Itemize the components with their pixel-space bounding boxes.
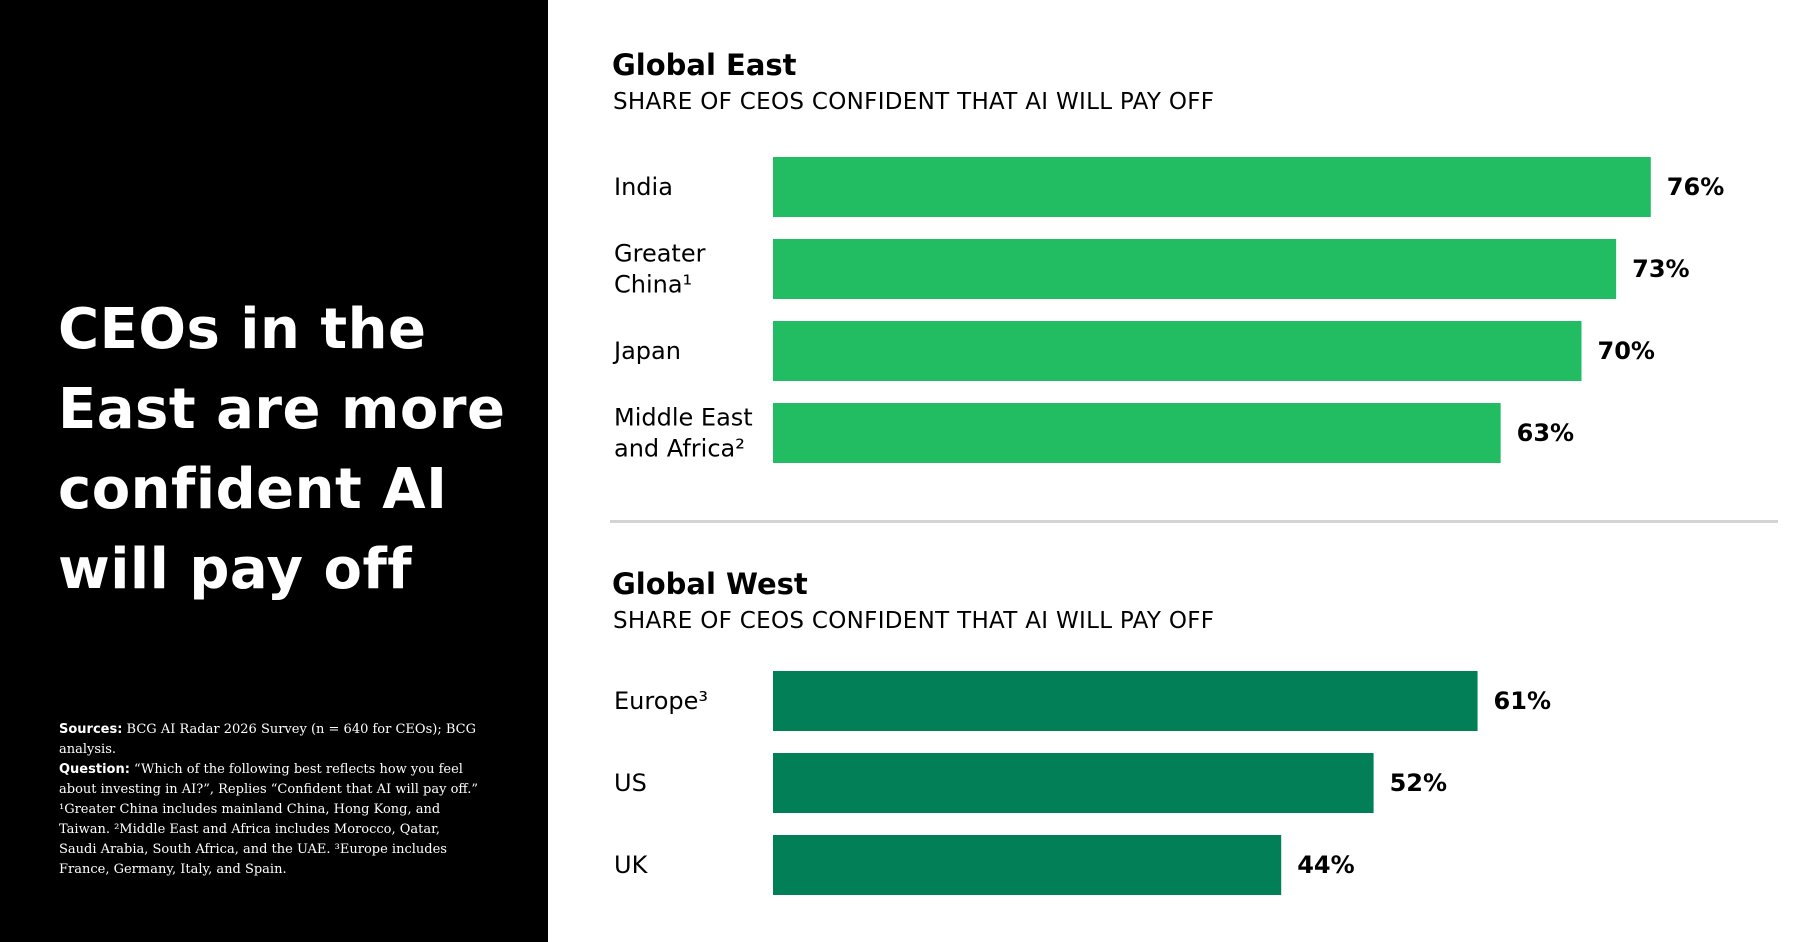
data-label: 73% [1632, 255, 1689, 283]
data-label: 63% [1517, 419, 1574, 447]
category-label: UK [614, 851, 649, 879]
bar [773, 753, 1374, 813]
bar [773, 239, 1617, 299]
bar [773, 321, 1582, 381]
category-label: Europe³ [614, 687, 708, 715]
bar [773, 157, 1651, 217]
question-label: Question: [59, 762, 130, 777]
bar [773, 671, 1478, 731]
chart-plot-west: 61% Europe³ 52% US 44% UK [614, 671, 1551, 895]
category-label: US [614, 769, 647, 797]
category-label: Japan [612, 337, 681, 365]
bar [773, 403, 1501, 463]
footnotes: Sources: BCG AI Radar 2026 Survey (n = 6… [59, 720, 479, 880]
category-label: Middle East [614, 404, 753, 432]
chart-subtitle: SHARE OF CEOS CONFIDENT THAT AI WILL PAY… [613, 89, 1215, 115]
data-label: 70% [1598, 337, 1655, 365]
chart-title: Global East [612, 48, 797, 82]
category-label: Greater [614, 240, 706, 268]
chart-global-east: Global East SHARE OF CEOS CONFIDENT THAT… [610, 48, 1790, 478]
headline: CEOs in the East are more confident AI w… [58, 297, 506, 602]
definitions-note: ¹Greater China includes mainland China, … [59, 802, 447, 877]
question-note: Question: “Which of the following best r… [59, 760, 479, 800]
sources-note: Sources: BCG AI Radar 2026 Survey (n = 6… [59, 720, 479, 760]
sources-text: BCG AI Radar 2026 Survey (n = 640 for CE… [59, 722, 476, 757]
bar [773, 835, 1282, 895]
chart-plot-east: 76% India 73% Greater China¹ 70% Japan 63% Middl… [612, 157, 1724, 463]
section-divider [610, 520, 1778, 523]
left-panel: CEOs in the East are more confident AI w… [0, 0, 548, 942]
sources-label: Sources: [59, 722, 123, 737]
chart-subtitle: SHARE OF CEOS CONFIDENT THAT AI WILL PAY… [613, 608, 1215, 634]
category-label: and Africa² [614, 435, 745, 463]
data-label: 76% [1667, 173, 1724, 201]
question-text: “Which of the following best reflects ho… [59, 762, 478, 797]
chart-title: Global West [612, 567, 808, 601]
data-label: 61% [1494, 687, 1551, 715]
data-label: 44% [1297, 851, 1354, 879]
category-label: China¹ [614, 271, 692, 299]
data-label: 52% [1390, 769, 1447, 797]
chart-global-west: Global West SHARE OF CEOS CONFIDENT THAT… [610, 567, 1790, 907]
category-label: India [614, 173, 673, 201]
